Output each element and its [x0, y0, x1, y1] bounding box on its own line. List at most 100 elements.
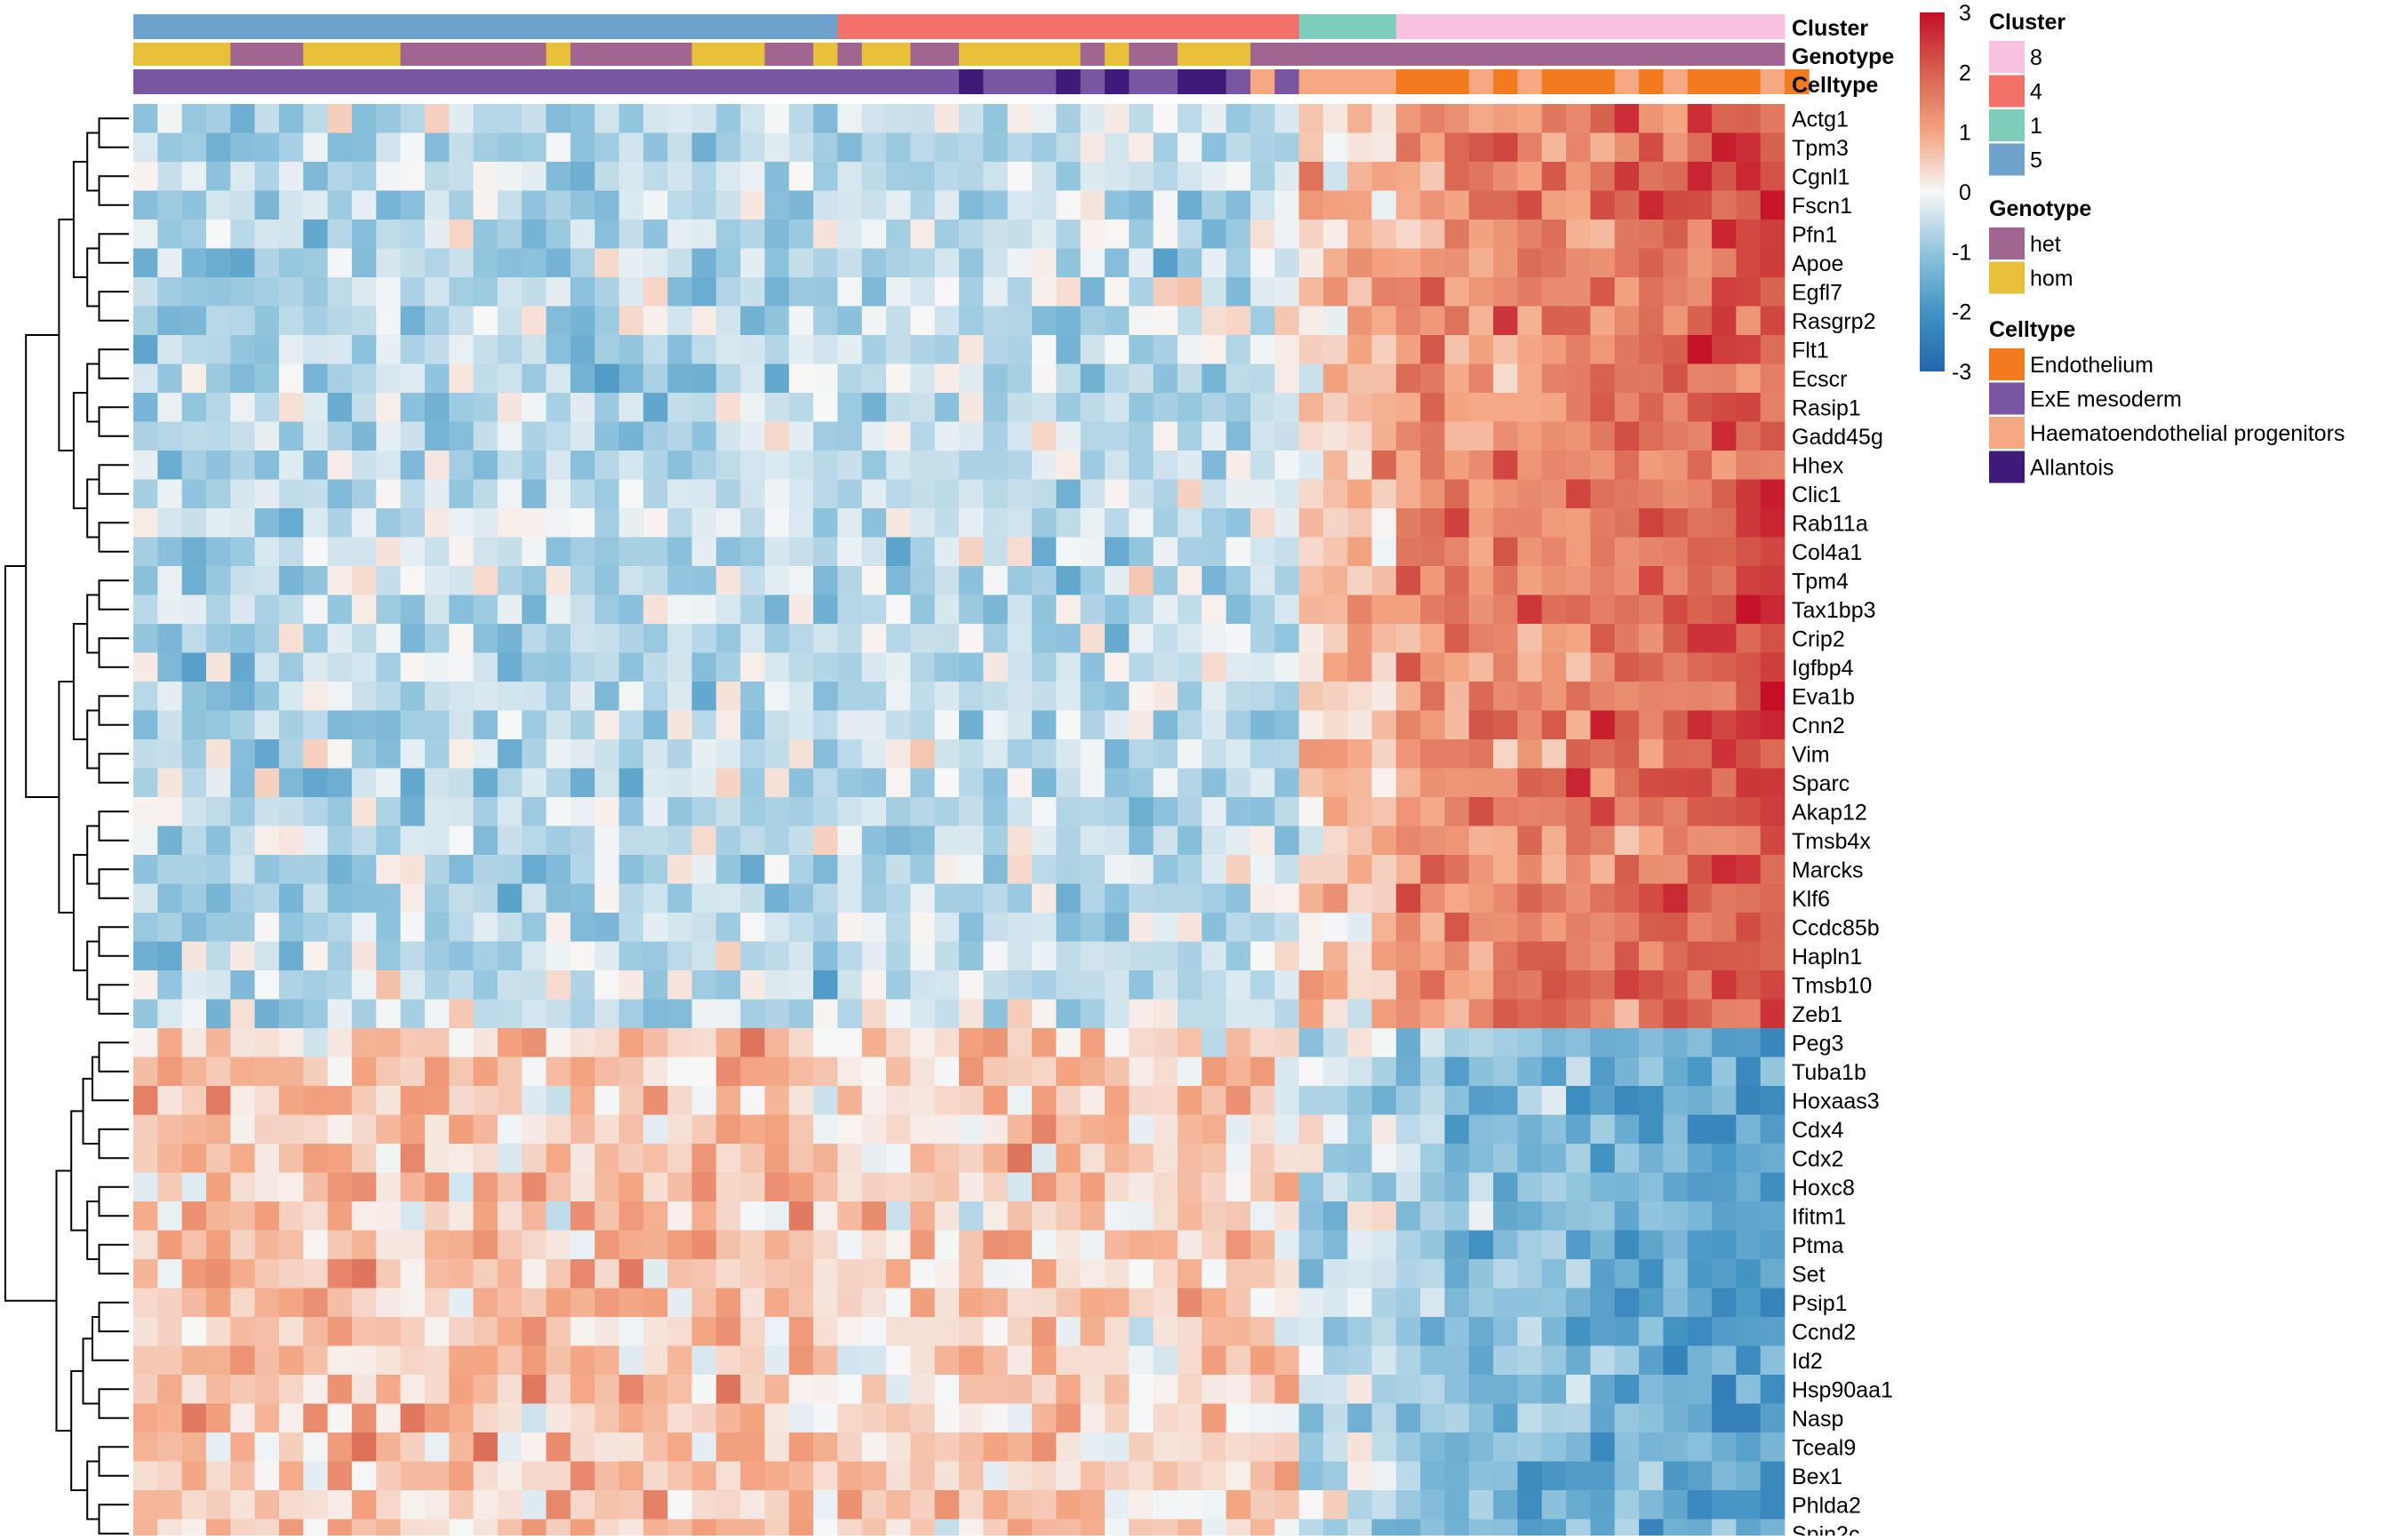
heatmap-cell — [570, 855, 595, 884]
heatmap-cell — [327, 768, 353, 798]
heatmap-cell — [497, 104, 523, 133]
heatmap-cell — [691, 363, 717, 394]
heatmap-cell — [1760, 566, 1786, 595]
heatmap-cell — [1541, 855, 1567, 884]
heatmap-cell — [1322, 768, 1348, 798]
heatmap-cell — [1639, 1057, 1664, 1087]
heatmap-cell — [619, 1432, 644, 1462]
heatmap-cell — [1031, 1375, 1057, 1404]
heatmap-cell — [1031, 1432, 1057, 1462]
celltype-legend-swatch — [1989, 382, 2025, 415]
heatmap-cell — [278, 1403, 304, 1433]
heatmap-cell — [1129, 335, 1154, 364]
heatmap-cell — [667, 335, 692, 364]
heatmap-cell — [1712, 219, 1737, 249]
heatmap-cell — [740, 1519, 765, 1540]
heatmap-cell — [230, 162, 255, 191]
heatmap-cell — [1153, 1230, 1179, 1260]
heatmap-cell — [546, 913, 571, 942]
heatmap-cell — [1347, 363, 1372, 394]
heatmap-cell — [643, 508, 668, 538]
heatmap-cell — [1347, 132, 1372, 163]
heatmap-cell — [278, 1317, 304, 1346]
heatmap-cell — [1468, 1201, 1494, 1231]
heatmap-cell — [1298, 1172, 1324, 1202]
heatmap-cell — [715, 999, 741, 1029]
heatmap-cell — [473, 1403, 499, 1433]
heatmap-cell — [1736, 1144, 1762, 1173]
heatmap-cell — [1322, 1432, 1348, 1462]
heatmap-cell — [181, 335, 207, 364]
heatmap-cell — [157, 537, 182, 567]
heatmap-cell — [1395, 1375, 1421, 1404]
gene-label-nasp: Nasp — [1792, 1407, 1843, 1432]
heatmap-cell — [1080, 335, 1106, 364]
heatmap-cell — [205, 1086, 231, 1115]
heatmap-cell — [1395, 1028, 1421, 1057]
heatmap-cell — [1080, 363, 1106, 394]
heatmap-cell — [522, 537, 547, 567]
heatmap-cell — [1590, 1172, 1616, 1202]
heatmap-cell — [1395, 363, 1421, 394]
heatmap-cell — [1663, 826, 1689, 856]
heatmap-cell — [1517, 1201, 1543, 1231]
heatmap-cell — [934, 1345, 960, 1376]
heatmap-cell — [181, 306, 207, 336]
heatmap-cell — [570, 1403, 595, 1433]
heatmap-cell — [1590, 652, 1616, 682]
heatmap-cell — [1687, 1403, 1713, 1433]
heatmap-cell — [619, 1144, 644, 1173]
heatmap-cell — [740, 1230, 765, 1260]
heatmap-cell — [691, 652, 717, 682]
heatmap-cell — [1031, 1172, 1057, 1202]
heatmap-cell — [1517, 508, 1543, 538]
heatmap-cell — [1566, 132, 1591, 163]
heatmap-cell — [1712, 1345, 1737, 1376]
gene-label-spin2c: Spin2c — [1792, 1522, 1859, 1536]
heatmap-cell — [934, 277, 960, 307]
heatmap-cell — [1153, 1461, 1179, 1491]
heatmap-cell — [1226, 1172, 1251, 1202]
heatmap-cell — [327, 1201, 353, 1231]
heatmap-cell — [1250, 941, 1275, 971]
heatmap-cell — [1541, 277, 1567, 307]
heatmap-cell — [910, 566, 936, 595]
heatmap-cell — [1371, 941, 1397, 971]
heatmap-cell — [327, 508, 353, 538]
celltype-track-segment — [1080, 69, 1106, 94]
heatmap-cell — [327, 132, 353, 163]
heatmap-cell — [522, 277, 547, 307]
heatmap-cell — [327, 710, 353, 740]
color-scale-tick: 2 — [1959, 60, 1971, 85]
heatmap-cell — [934, 1028, 960, 1057]
heatmap-cell — [691, 797, 717, 826]
heatmap-cell — [1298, 1375, 1324, 1404]
heatmap-cell — [667, 1028, 692, 1057]
heatmap-cell — [497, 393, 523, 422]
heatmap-cell — [546, 1375, 571, 1404]
heatmap-cell — [1687, 306, 1713, 336]
heatmap-cell — [1007, 363, 1033, 394]
heatmap-cell — [1250, 1172, 1275, 1202]
heatmap-cell — [351, 537, 377, 567]
heatmap-cell — [181, 1461, 207, 1491]
heatmap-cell — [449, 1114, 474, 1145]
heatmap-cell — [1420, 1259, 1445, 1289]
heatmap-cell — [303, 913, 328, 942]
heatmap-cell — [1420, 624, 1445, 653]
heatmap-cell — [837, 1317, 863, 1346]
heatmap-cell — [1712, 1201, 1737, 1231]
heatmap-cell — [473, 451, 499, 480]
heatmap-cell — [1322, 1403, 1348, 1433]
heatmap-cell — [1760, 1086, 1786, 1115]
heatmap-cell — [1226, 1345, 1251, 1376]
heatmap-cell — [959, 594, 984, 625]
heatmap-cell — [983, 306, 1008, 336]
heatmap-cell — [1177, 1028, 1202, 1057]
heatmap-cell — [1274, 883, 1299, 914]
heatmap-cell — [1736, 1201, 1762, 1231]
heatmap-cell — [1712, 1519, 1737, 1540]
heatmap-cell — [1517, 219, 1543, 249]
heatmap-cell — [1007, 1432, 1033, 1462]
heatmap-cell — [910, 1259, 936, 1289]
